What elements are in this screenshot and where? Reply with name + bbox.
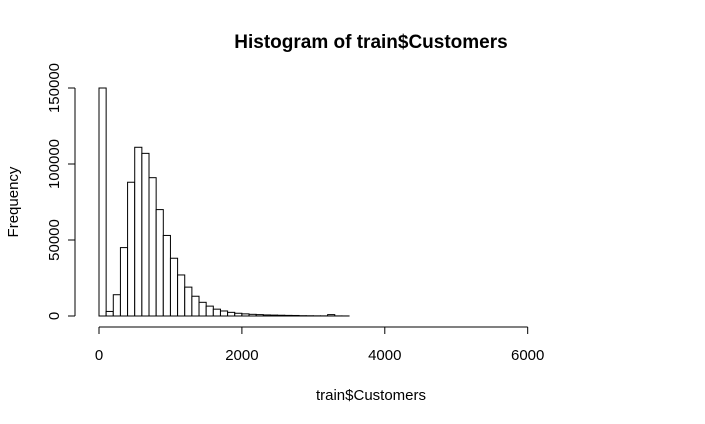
histogram-bar: [327, 314, 336, 317]
x-axis-label: train$Customers: [316, 387, 426, 404]
histogram-bar: [112, 294, 121, 317]
histogram-bar: [162, 234, 171, 317]
histogram-bar: [248, 313, 257, 317]
histogram-bar: [127, 181, 136, 317]
histogram-bar: [234, 312, 243, 317]
y-tick-label: 50000: [46, 219, 63, 261]
histogram-bar: [212, 308, 221, 317]
histogram-bar: [105, 310, 114, 317]
y-tick-label: 0: [46, 312, 63, 320]
histogram-bar: [191, 295, 200, 317]
x-tick-label: 2000: [225, 347, 258, 364]
histogram-bar: [198, 301, 207, 317]
histogram-bar: [219, 310, 229, 317]
histogram-bar: [241, 313, 250, 317]
histogram-bar: [205, 305, 214, 317]
histogram-bar: [255, 314, 264, 317]
x-tick-label: 4000: [368, 347, 401, 364]
histogram-bar: [177, 274, 186, 317]
chart-title: Histogram of train$Customers: [234, 32, 507, 53]
histogram-bar: [262, 314, 271, 317]
y-tick-label: 150000: [46, 63, 63, 113]
x-tick-label: 0: [95, 347, 103, 364]
histogram-bar: [134, 146, 143, 317]
histogram-bar: [148, 177, 157, 317]
histogram-bar: [291, 314, 300, 317]
y-axis-label: Frequency: [5, 166, 22, 237]
histogram-bar: [227, 311, 236, 317]
histogram-bar: [284, 314, 293, 317]
histogram-bar: [269, 314, 279, 317]
histogram-bar: [184, 286, 193, 317]
histogram-bar: [169, 257, 179, 317]
y-axis: 0 50000 100000 150000: [46, 63, 76, 320]
histogram-bar: [141, 152, 150, 317]
histogram-bar: [277, 314, 286, 317]
y-tick-label: 100000: [46, 139, 63, 189]
x-tick-label: 6000: [511, 347, 544, 364]
histogram-bar: [98, 87, 107, 317]
x-axis: 0 2000 4000 6000: [95, 326, 544, 364]
histogram-bar: [155, 209, 164, 317]
histogram-bars: [98, 87, 350, 317]
histogram-bar: [119, 247, 129, 317]
